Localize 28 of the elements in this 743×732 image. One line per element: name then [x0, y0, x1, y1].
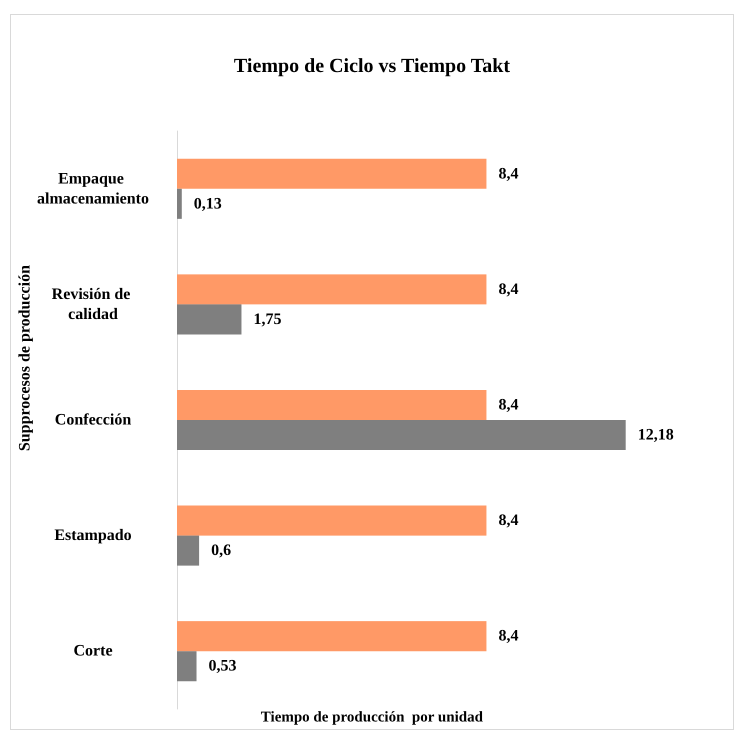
- chart-title: Tiempo de Ciclo vs Tiempo Takt: [234, 55, 510, 77]
- x-axis-title: Tiempo de producción por unidad: [260, 710, 484, 726]
- y-tick-label: Estampado: [54, 527, 132, 544]
- bar: [177, 274, 486, 304]
- data-label: 8,4: [498, 628, 518, 645]
- data-label: 8,4: [498, 396, 518, 414]
- data-label: 8,4: [498, 512, 518, 530]
- bar: [177, 188, 182, 219]
- data-label: 1,75: [253, 310, 282, 328]
- bar: [177, 651, 197, 682]
- bar: [177, 158, 486, 189]
- data-label: 8,4: [498, 165, 518, 182]
- data-label: 0,13: [194, 195, 222, 212]
- y-tick-label: Empaque almacenamiento: [37, 170, 149, 208]
- data-label: 0,6: [211, 542, 232, 560]
- data-label: 8,4: [498, 280, 518, 298]
- bar: [177, 390, 486, 420]
- data-label: 12,18: [638, 426, 674, 444]
- y-tick-label: Corte: [73, 642, 113, 660]
- bar: [177, 420, 626, 450]
- bar: [177, 536, 200, 566]
- y-axis-title: Supprocesos de producción: [16, 264, 34, 452]
- y-tick-label: Revisión de calidad: [52, 286, 134, 323]
- bar: [177, 621, 486, 652]
- bar: [177, 506, 486, 536]
- bar: [177, 304, 242, 334]
- data-label: 0,53: [208, 658, 237, 675]
- y-tick-label: Confección: [54, 412, 132, 428]
